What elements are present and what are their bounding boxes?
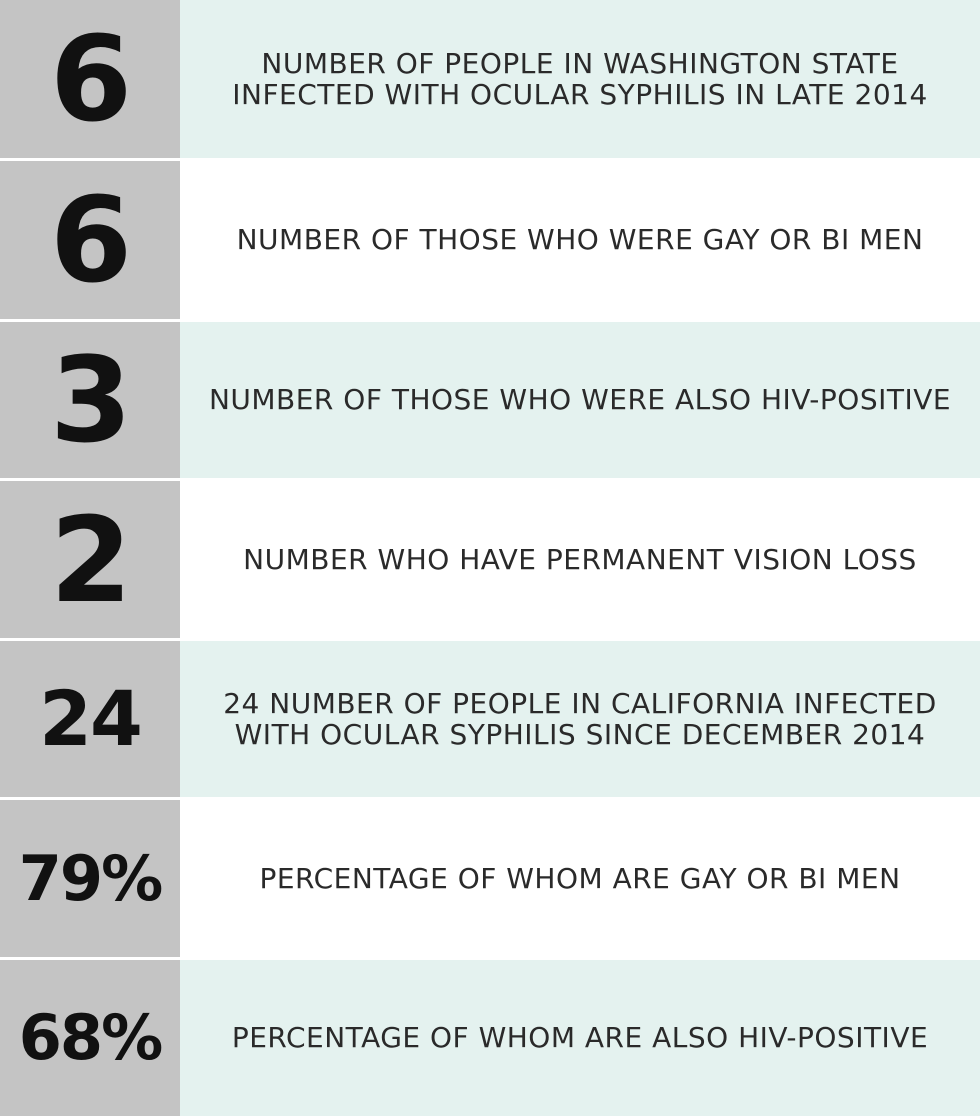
stat-row: 3 NUMBER OF THOSE WHO WERE ALSO HIV-POSI… — [0, 322, 980, 478]
stat-description-line: 24 NUMBER OF PEOPLE IN CALIFORNIA INFECT… — [223, 686, 937, 720]
stat-number: 79% — [0, 800, 180, 957]
stat-row: 79% PERCENTAGE OF WHOM ARE GAY OR BI MEN — [0, 800, 980, 957]
stat-description: NUMBER OF THOSE WHO WERE GAY OR BI MEN — [180, 161, 980, 319]
stat-description-line: NUMBER OF THOSE WHO WERE GAY OR BI MEN — [236, 223, 924, 257]
stat-row: 6 NUMBER OF PEOPLE IN WASHINGTON STATE I… — [0, 0, 980, 158]
stat-description-line: WITH OCULAR SYPHILIS SINCE DECEMBER 2014 — [234, 718, 926, 751]
stat-number: 24 — [0, 641, 180, 797]
stat-number: 2 — [0, 481, 180, 638]
stat-description: PERCENTAGE OF WHOM ARE ALSO HIV-POSITIVE — [180, 960, 980, 1116]
stat-description-line: NUMBER WHO HAVE PERMANENT VISION LOSS — [243, 542, 917, 576]
stat-number: 3 — [0, 322, 180, 478]
stat-row: 2 NUMBER WHO HAVE PERMANENT VISION LOSS — [0, 481, 980, 638]
stat-description: PERCENTAGE OF WHOM ARE GAY OR BI MEN — [180, 800, 980, 957]
stat-description: NUMBER WHO HAVE PERMANENT VISION LOSS — [180, 481, 980, 638]
stat-number: 6 — [0, 0, 180, 158]
stat-number: 68% — [0, 960, 180, 1116]
stat-description-line: INFECTED WITH OCULAR SYPHILIS IN LATE 20… — [232, 78, 928, 111]
stat-description: 24 NUMBER OF PEOPLE IN CALIFORNIA INFECT… — [180, 641, 980, 797]
stat-description: NUMBER OF PEOPLE IN WASHINGTON STATE INF… — [180, 0, 980, 158]
stat-row: 24 24 NUMBER OF PEOPLE IN CALIFORNIA INF… — [0, 641, 980, 797]
stat-description-line: PERCENTAGE OF WHOM ARE GAY OR BI MEN — [259, 861, 901, 895]
stat-description-line: PERCENTAGE OF WHOM ARE ALSO HIV-POSITIVE — [231, 1021, 929, 1055]
stat-row: 68% PERCENTAGE OF WHOM ARE ALSO HIV-POSI… — [0, 960, 980, 1116]
stat-description-line: NUMBER OF THOSE WHO WERE ALSO HIV-POSITI… — [208, 383, 952, 417]
stat-number: 6 — [0, 161, 180, 319]
stat-row: 6 NUMBER OF THOSE WHO WERE GAY OR BI MEN — [0, 161, 980, 319]
stat-description: NUMBER OF THOSE WHO WERE ALSO HIV-POSITI… — [180, 322, 980, 478]
stat-description-line: NUMBER OF PEOPLE IN WASHINGTON STATE — [261, 46, 899, 80]
